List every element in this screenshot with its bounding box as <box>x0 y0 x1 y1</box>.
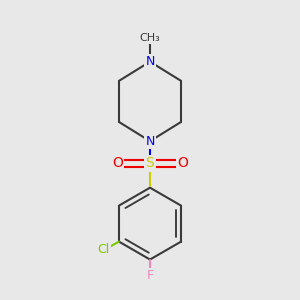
Text: CH₃: CH₃ <box>140 33 160 43</box>
Text: O: O <box>112 156 123 170</box>
Text: S: S <box>146 156 154 170</box>
Text: O: O <box>177 156 188 170</box>
Text: Cl: Cl <box>97 243 110 256</box>
Text: F: F <box>146 269 154 282</box>
Text: N: N <box>145 135 155 148</box>
Text: N: N <box>145 55 155 68</box>
